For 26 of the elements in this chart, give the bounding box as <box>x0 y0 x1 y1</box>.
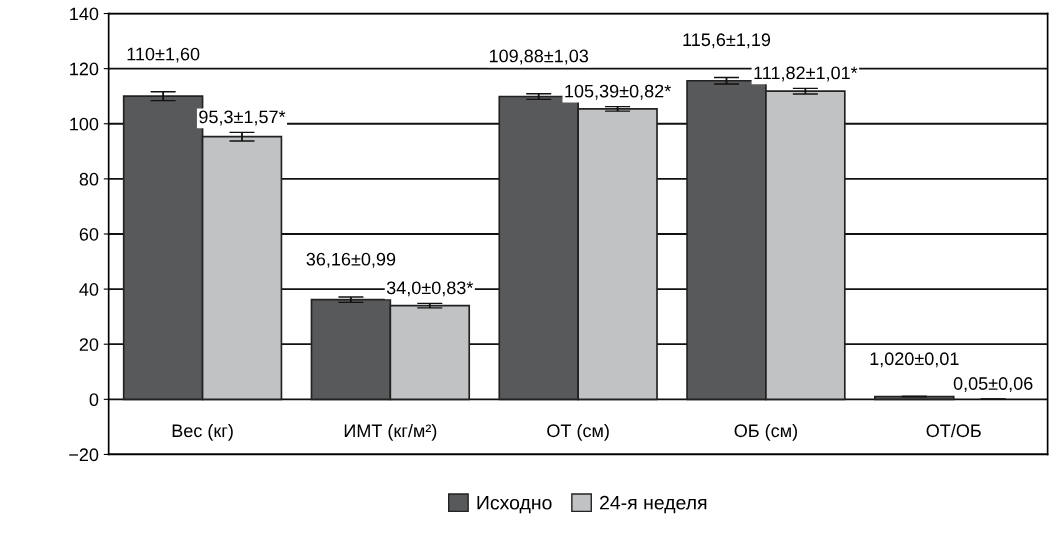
y-tick-label: 140 <box>70 7 99 21</box>
x-tick-label: ОТ/ОБ <box>926 423 981 438</box>
data-label: 0,05±0,06 <box>953 377 1033 393</box>
y-tick-label: 120 <box>70 62 99 76</box>
x-tick-label: ОБ (см) <box>734 423 797 441</box>
x-tick-label: Вес (кг) <box>172 423 233 441</box>
y-tick-label: 60 <box>79 227 99 241</box>
y-tick-label: 0 <box>89 393 99 407</box>
legend-label: 24-я неделя <box>600 495 707 514</box>
data-label: 34,0±0,83* <box>386 281 474 297</box>
data-label: 95,3±1,57* <box>199 110 286 126</box>
y-tick-label: 40 <box>79 283 99 296</box>
data-label: 111,82±1,01* <box>754 66 858 82</box>
x-tick-label: ОТ (см) <box>547 423 609 441</box>
y-tick-label: 80 <box>79 172 99 186</box>
data-label: 109,88±1,03 <box>489 49 589 65</box>
x-tick-label: ИМТ (кг/м²) <box>344 423 437 441</box>
y-tick-label: −20 <box>69 448 99 462</box>
y-tick-label: 20 <box>79 338 99 351</box>
legend-label: Исходно <box>477 495 552 514</box>
data-label: 1,020±0,01 <box>870 352 959 368</box>
data-label: 36,16±0,99 <box>306 252 396 268</box>
data-label: 115,6±1,19 <box>683 33 771 49</box>
y-tick-label: 100 <box>70 117 99 131</box>
data-label: 110±1,60 <box>127 47 200 63</box>
data-label: 105,39±0,82* <box>565 84 671 100</box>
